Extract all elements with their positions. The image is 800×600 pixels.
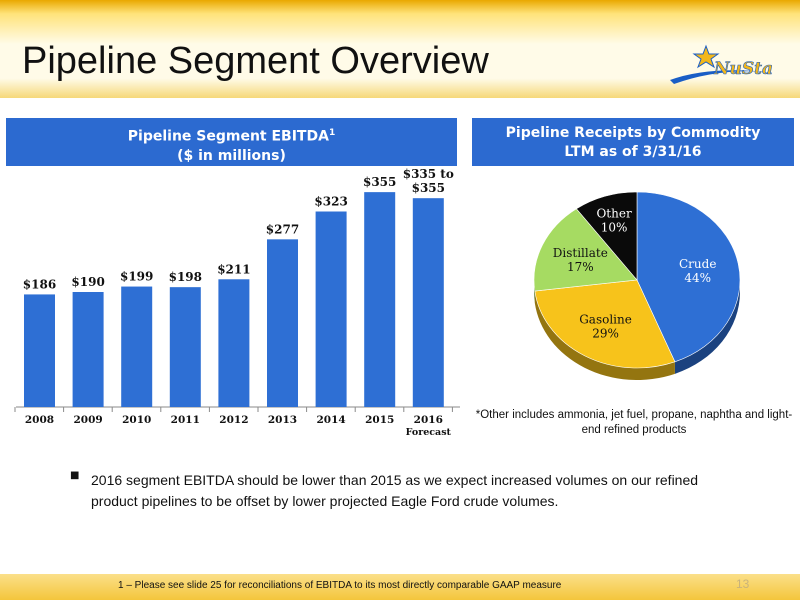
- pie-value-crude: 44%: [684, 271, 711, 285]
- value-label-2012: $211: [217, 262, 250, 276]
- x-tick-label-2011: 2011: [171, 414, 200, 426]
- pie-slice-crude: [636, 191, 741, 363]
- slide-title: Pipeline Segment Overview: [22, 40, 489, 82]
- logo-swoosh: [670, 70, 768, 84]
- value-label-2014: $323: [314, 195, 347, 209]
- pie-label-other: Other: [596, 207, 631, 221]
- pie-edge-gasoline: [534, 291, 675, 380]
- bar-2011: [169, 287, 201, 407]
- ebitda-title-footnote-ref: 1: [328, 128, 336, 138]
- value-label-2010: $199: [120, 270, 153, 284]
- footer-band: [0, 574, 800, 600]
- footnote: 1 – Please see slide 25 for reconciliati…: [118, 580, 562, 591]
- bar-2010: [121, 286, 153, 407]
- value-label-2016-line1: $335 to: [403, 167, 454, 181]
- nustar-logo: NuStar: [670, 44, 772, 84]
- bar-2009: [72, 292, 104, 407]
- value-label-2016-line2: $355: [412, 181, 445, 195]
- pie-slice-distillate: [533, 208, 638, 292]
- pie-label-gasoline: Gasoline: [579, 312, 632, 326]
- receipts-title-line1: Pipeline Receipts by Commodity: [505, 125, 761, 141]
- x-tick-label-2013: 2013: [268, 414, 297, 426]
- x-tick-label-2016: 2016: [414, 414, 443, 426]
- ebitda-title-line1: Pipeline Segment EBITDA: [127, 128, 329, 145]
- pie-label-crude: Crude: [679, 257, 716, 271]
- pie-slice-gasoline: [534, 279, 676, 369]
- x-sublabel-2016: Forecast: [406, 427, 452, 436]
- value-label-2013: $277: [266, 222, 299, 236]
- pie-footnote: *Other includes ammonia, jet fuel, propa…: [475, 409, 793, 436]
- bar-2012: [218, 279, 250, 407]
- bar-2008: [24, 294, 55, 407]
- pie-label-distillate: Distillate: [553, 246, 608, 260]
- bullet-marker: ■: [70, 470, 80, 481]
- value-label-2008: $186: [23, 277, 56, 291]
- x-tick-label-2009: 2009: [73, 414, 102, 426]
- ebitda-chart-title: Pipeline Segment EBITDA1 ($ in millions): [6, 118, 457, 166]
- pie-value-other: 10%: [601, 221, 628, 235]
- x-tick-label-2012: 2012: [219, 414, 248, 426]
- bar-2013: [267, 239, 298, 407]
- ebitda-bar-chart: $186 2008 $190 2009 $199 2010 $198 2011 $211 2012…: [14, 167, 460, 436]
- logo-text: NuStar: [713, 59, 772, 79]
- bar-2015: [364, 192, 396, 407]
- x-tick-label-2008: 2008: [25, 414, 54, 426]
- header-band: [0, 0, 800, 98]
- value-label-2015: $355: [363, 175, 396, 189]
- ebitda-title-line2: ($ in millions): [177, 147, 286, 164]
- value-label-2011: $198: [169, 270, 202, 284]
- receipts-chart-title: Pipeline Receipts by Commodity LTM as of…: [472, 118, 794, 166]
- value-label-2009: $190: [71, 275, 104, 289]
- pie-value-distillate: 17%: [567, 260, 594, 274]
- x-tick-label-2015: 2015: [365, 414, 394, 426]
- pie-value-gasoline: 29%: [592, 326, 619, 340]
- pie-slice-other: [576, 191, 638, 281]
- pie-edge-crude: [674, 280, 740, 374]
- page-number: 13: [736, 577, 750, 591]
- bar-2014: [315, 211, 347, 407]
- bar-2016: [412, 198, 444, 407]
- bullet-text: 2016 segment EBITDA should be lower than…: [91, 472, 699, 509]
- x-tick-label-2010: 2010: [122, 414, 151, 426]
- receipts-title-line2: LTM as of 3/31/16: [564, 144, 702, 160]
- logo-star: [692, 44, 720, 69]
- x-tick-label-2014: 2014: [316, 414, 345, 426]
